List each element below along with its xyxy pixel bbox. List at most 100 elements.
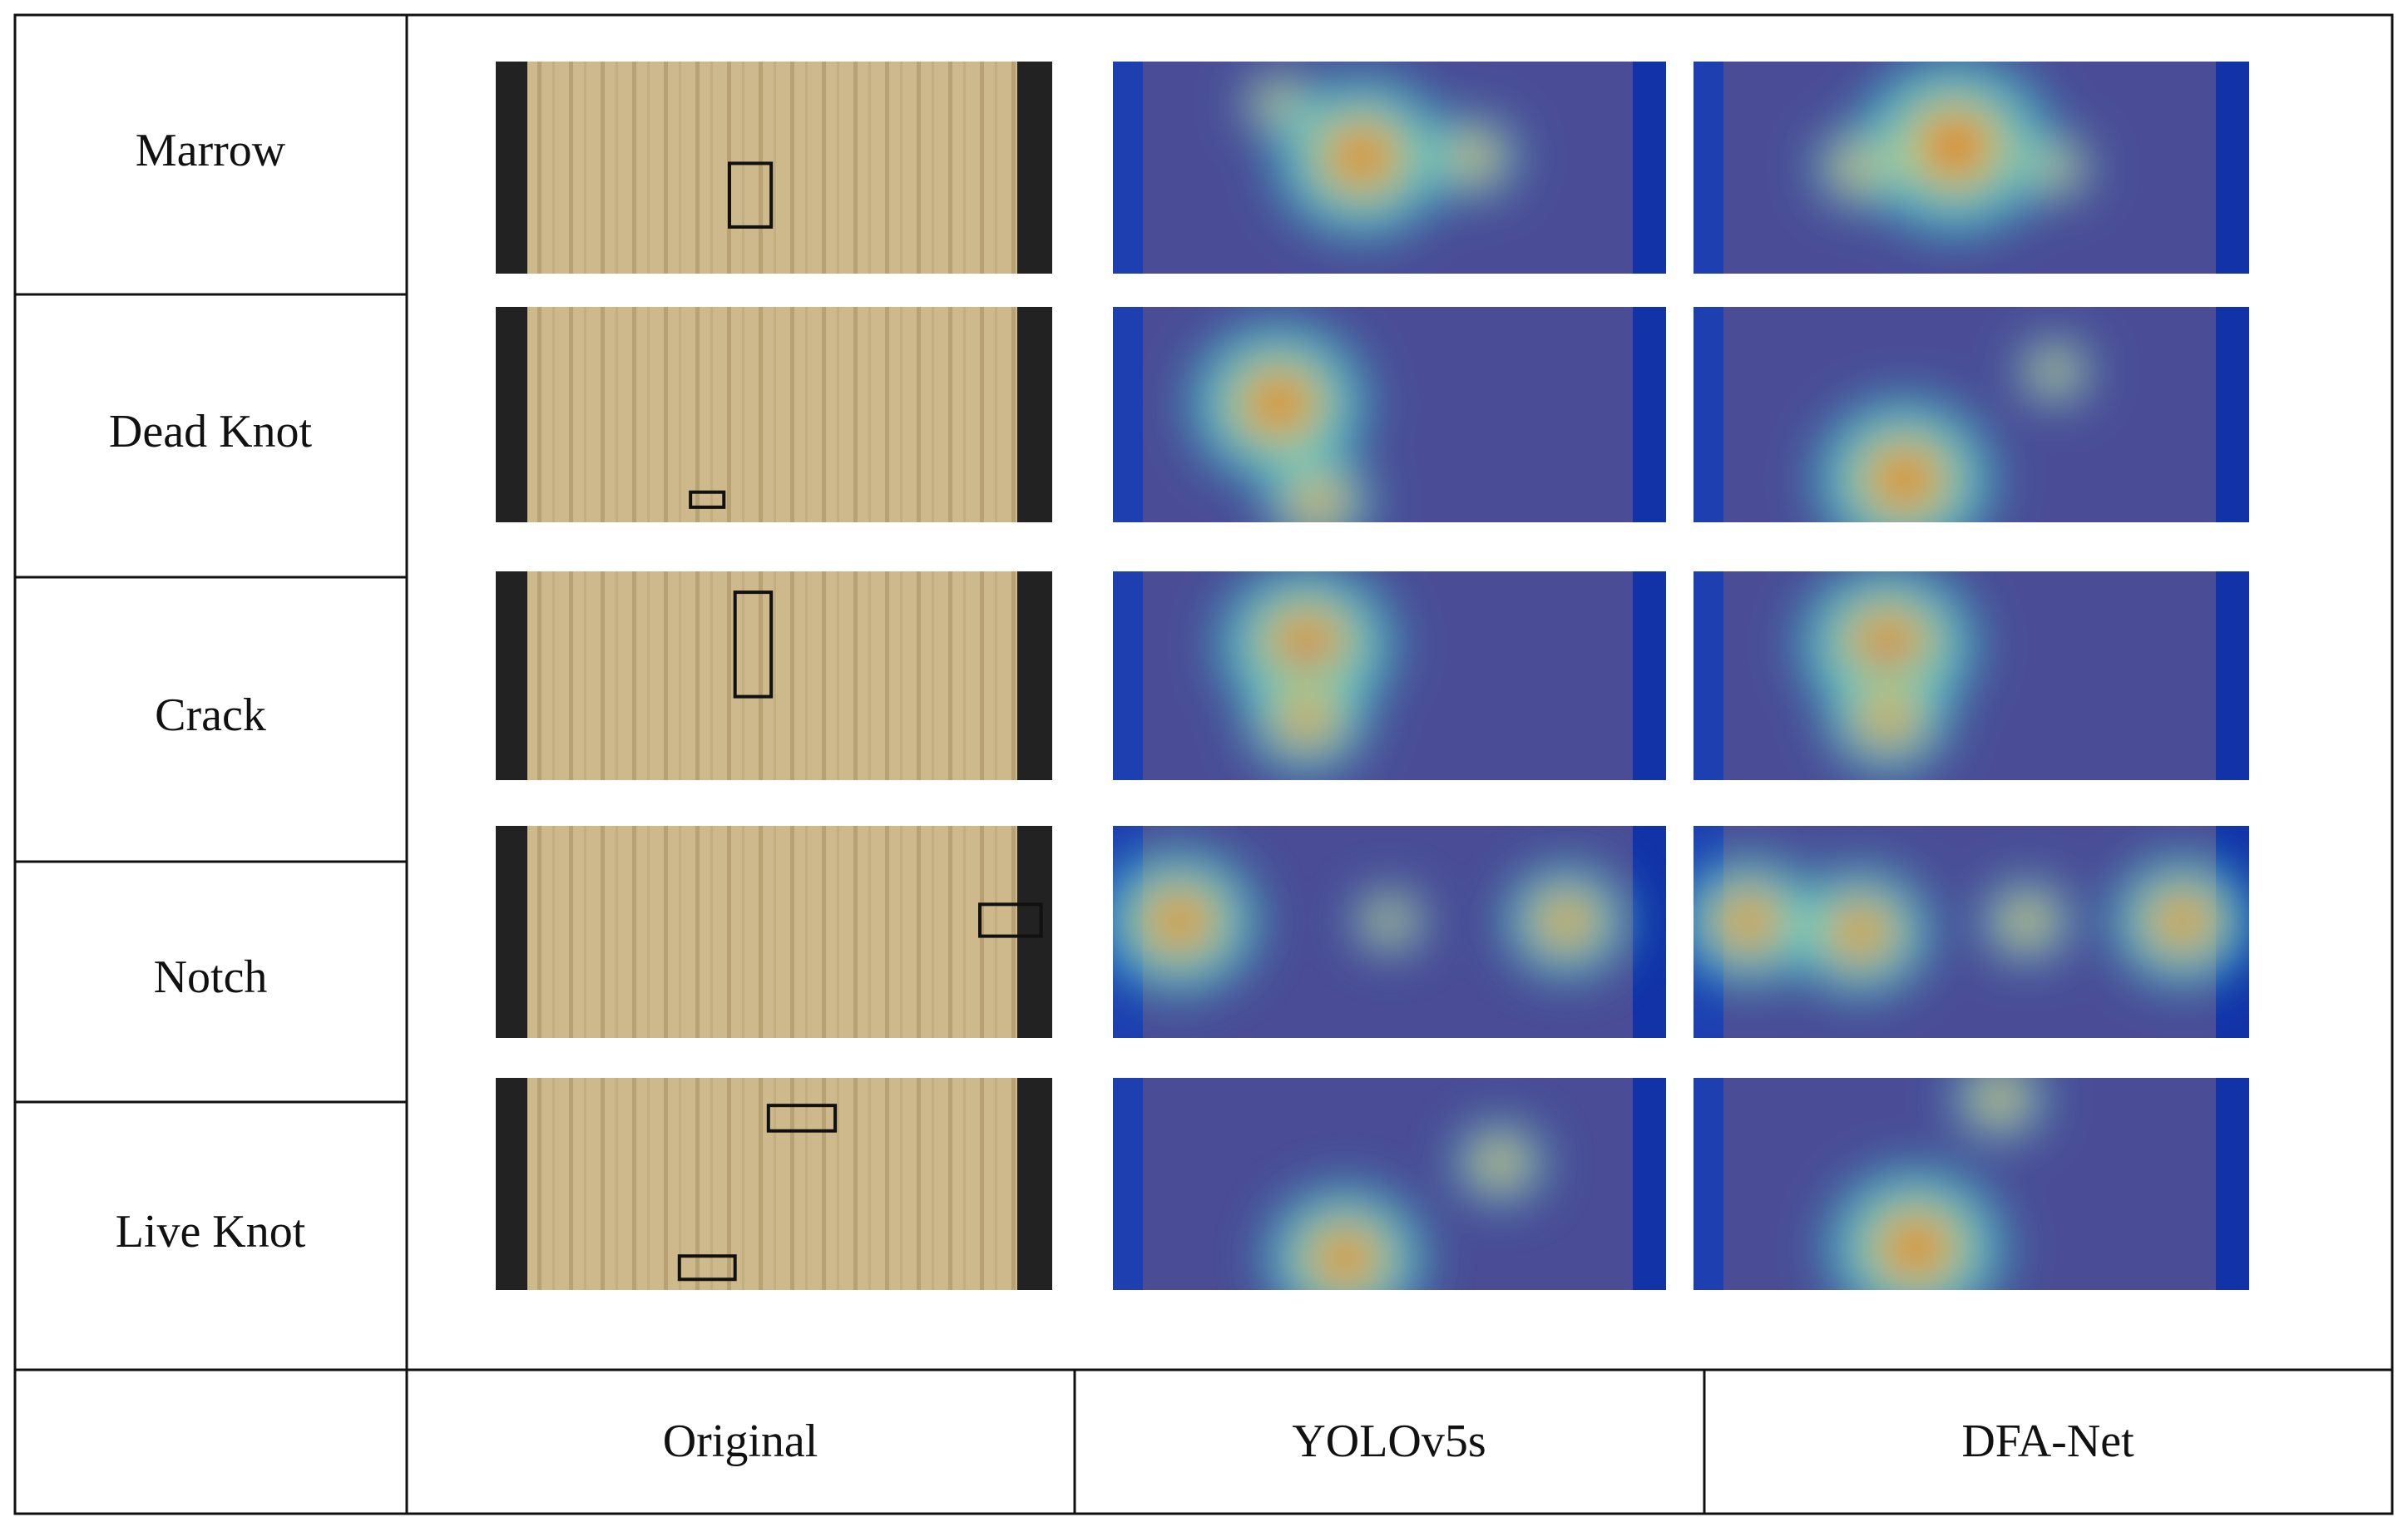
wood-edge	[496, 1078, 527, 1290]
heat-spot	[1985, 1086, 2013, 1112]
heatmap-image	[1694, 571, 2249, 780]
heat-spot	[1301, 486, 1334, 516]
heat-edge	[1113, 307, 1143, 522]
heat-spot	[2013, 909, 2040, 934]
heatmap-image	[1694, 307, 2249, 522]
heat-spot	[1279, 620, 1333, 669]
heat-spot	[2044, 361, 2066, 382]
heat-bg	[1694, 571, 2249, 780]
defect-box	[727, 161, 774, 229]
heatmap-image	[1694, 62, 2249, 274]
wood	[496, 571, 1052, 780]
heat-spot	[1728, 902, 1771, 941]
heat-spot	[1268, 94, 1290, 114]
heat-spot	[1486, 1150, 1514, 1175]
heat-edge	[2216, 307, 2249, 522]
wood-edge	[1017, 826, 1052, 1038]
wood-edge	[496, 571, 527, 780]
heat-edge	[2216, 1078, 2249, 1290]
heat-spot	[1869, 700, 1907, 734]
defect-box	[689, 490, 726, 509]
heat-spot	[1252, 379, 1306, 429]
heat-blobs	[1265, 1122, 1545, 1290]
defect-box	[766, 1104, 838, 1133]
heat-spot	[1889, 1223, 1943, 1272]
wood-edge	[1017, 571, 1052, 780]
heat-spot	[1925, 120, 1985, 173]
column-label: YOLOv5s	[1292, 1416, 1486, 1467]
heat-spot	[1861, 620, 1915, 669]
heat-blobs	[1113, 848, 1629, 994]
heat-spot	[1155, 899, 1204, 943]
heatmap-image	[1113, 1078, 1666, 1290]
heat-edge	[2216, 62, 2249, 274]
row-label: Marrow	[136, 125, 286, 176]
heat-spot	[1547, 904, 1585, 939]
heat-blobs	[1798, 571, 1977, 773]
heatmap-image	[1113, 307, 1666, 522]
wood-image	[496, 307, 1052, 522]
heat-edge	[1694, 307, 1723, 522]
heat-edge	[1633, 571, 1666, 780]
heat-edge	[1694, 571, 1723, 780]
heat-blobs	[1694, 857, 2249, 997]
heat-edge	[1113, 62, 1143, 274]
heat-blobs	[1827, 1078, 2044, 1290]
heat-spot	[1378, 912, 1401, 931]
heatmap-image	[1694, 1078, 2249, 1290]
row-label: Crack	[155, 689, 266, 741]
heat-blobs	[1243, 72, 1517, 238]
heat-edge	[1633, 62, 1666, 274]
heatmap-image	[1113, 571, 1666, 780]
heat-edge	[2216, 571, 2249, 780]
heat-edge	[1694, 1078, 1723, 1290]
heat-blobs	[1218, 571, 1396, 773]
heat-edge	[1633, 826, 1666, 1038]
heat-edge	[1694, 62, 1723, 274]
heat-spot	[1321, 1236, 1370, 1280]
heat-spot	[1877, 454, 1931, 504]
defect-box	[733, 591, 774, 699]
defect-box	[978, 902, 1043, 938]
heat-spot	[2044, 157, 2066, 178]
image-panels	[496, 62, 2249, 1290]
wood-image	[496, 826, 1052, 1038]
column-label: DFA-Net	[1961, 1416, 2134, 1467]
heat-edge	[1633, 1078, 1666, 1290]
wood-edge	[1017, 62, 1052, 274]
column-label: Original	[663, 1416, 818, 1467]
row-label: Live Knot	[116, 1206, 306, 1258]
heat-bg	[1113, 571, 1666, 780]
heat-edge	[1113, 571, 1143, 780]
heatmap-image	[1113, 826, 1666, 1038]
heat-spot	[1847, 155, 1874, 180]
heat-spot	[1335, 132, 1389, 181]
heat-spot	[1838, 912, 1882, 951]
wood-image	[496, 62, 1052, 274]
wood-edge	[1017, 1078, 1052, 1290]
wood-edge	[496, 826, 527, 1038]
wood	[496, 307, 1052, 522]
wood-edge	[496, 307, 527, 522]
wood	[496, 62, 1052, 274]
row-label: Dead Knot	[109, 406, 313, 457]
heat-spot	[1459, 145, 1486, 170]
defect-box	[677, 1254, 737, 1282]
heatmap-image	[1113, 62, 1666, 274]
wood-image	[496, 571, 1052, 780]
wood-image	[496, 1078, 1052, 1290]
heat-blobs	[1815, 338, 2090, 522]
heatmap-image	[1694, 826, 2249, 1038]
heat-spot	[2161, 902, 2204, 941]
wood-edge	[1017, 307, 1052, 522]
table-grid	[13, 13, 2394, 1515]
heat-edge	[1113, 1078, 1143, 1290]
heat-spot	[1288, 700, 1326, 734]
wood-edge	[496, 62, 527, 274]
heat-blobs	[1815, 62, 2090, 235]
row-label: Notch	[154, 951, 268, 1003]
wood	[496, 826, 1052, 1038]
heat-blobs	[1190, 322, 1371, 522]
wood	[496, 1078, 1052, 1290]
